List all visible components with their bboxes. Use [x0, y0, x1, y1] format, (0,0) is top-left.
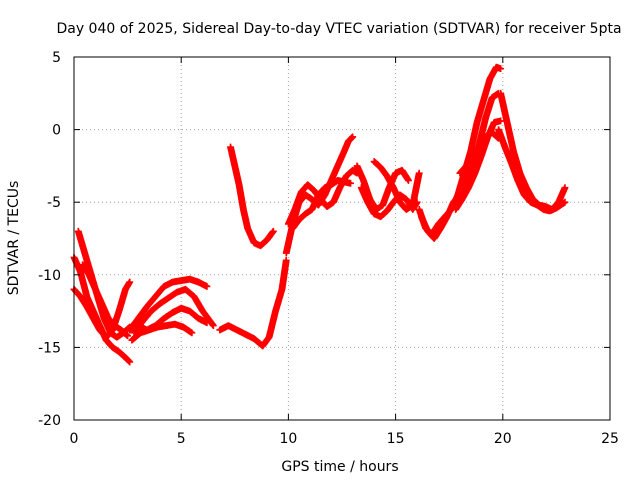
- data-point: [561, 198, 569, 206]
- data-point: [126, 358, 134, 366]
- data-point: [405, 177, 412, 184]
- x-tick-label: 5: [177, 431, 186, 447]
- data-point: [203, 319, 211, 327]
- ticks: 0 5 10 15 20 25 -20 -15 -10 -5 0 5: [38, 50, 619, 447]
- data-point: [497, 65, 505, 73]
- series-segment-evening-c: [370, 158, 423, 213]
- grid: [74, 57, 610, 420]
- data-point: [497, 117, 505, 125]
- y-tick-label: -20: [38, 413, 61, 429]
- y-tick-label: 5: [52, 50, 61, 66]
- y-axis-label: SDTVAR / TECUs: [6, 181, 22, 296]
- series-segment-night-b: [495, 126, 569, 215]
- data-point: [209, 322, 217, 330]
- series-segment-afternoon-c: [289, 177, 354, 232]
- data-point: [188, 329, 196, 337]
- data-point: [561, 184, 569, 192]
- series-segment-dusk-a: [415, 63, 505, 238]
- x-tick-label: 10: [279, 431, 297, 447]
- y-tick-label: 0: [52, 123, 61, 139]
- y-tick-label: -10: [38, 268, 61, 284]
- data-point: [269, 227, 277, 235]
- data-point: [124, 332, 131, 340]
- y-tick-label: -5: [47, 195, 61, 211]
- x-axis-label: GPS time / hours: [281, 459, 398, 475]
- x-tick-label: 0: [70, 431, 79, 447]
- chart-title: Day 040 of 2025, Sidereal Day-to-day VTE…: [56, 21, 621, 37]
- series-segment-early-d: [79, 261, 131, 340]
- series-segment-midday: [227, 143, 277, 250]
- y-tick-label: -15: [38, 340, 61, 356]
- data-point: [349, 133, 357, 141]
- series-segment-morning-a: [126, 275, 211, 334]
- series-segment-early-c: [70, 278, 134, 341]
- x-tick-label: 20: [494, 431, 512, 447]
- series-segment-dusk-b: [417, 89, 502, 242]
- series-segment-noon-low: [216, 256, 290, 350]
- series-segment-night-a: [497, 89, 569, 213]
- data-markers: [70, 63, 569, 366]
- x-tick-label: 15: [387, 431, 405, 447]
- data-point: [126, 278, 134, 286]
- data-point: [282, 256, 290, 264]
- data-point: [415, 169, 423, 177]
- x-tick-label: 25: [601, 431, 619, 447]
- data-point: [347, 179, 354, 187]
- series-segment-morning-d: [128, 320, 196, 344]
- plot-frame: [73, 56, 611, 421]
- data-point: [203, 283, 211, 290]
